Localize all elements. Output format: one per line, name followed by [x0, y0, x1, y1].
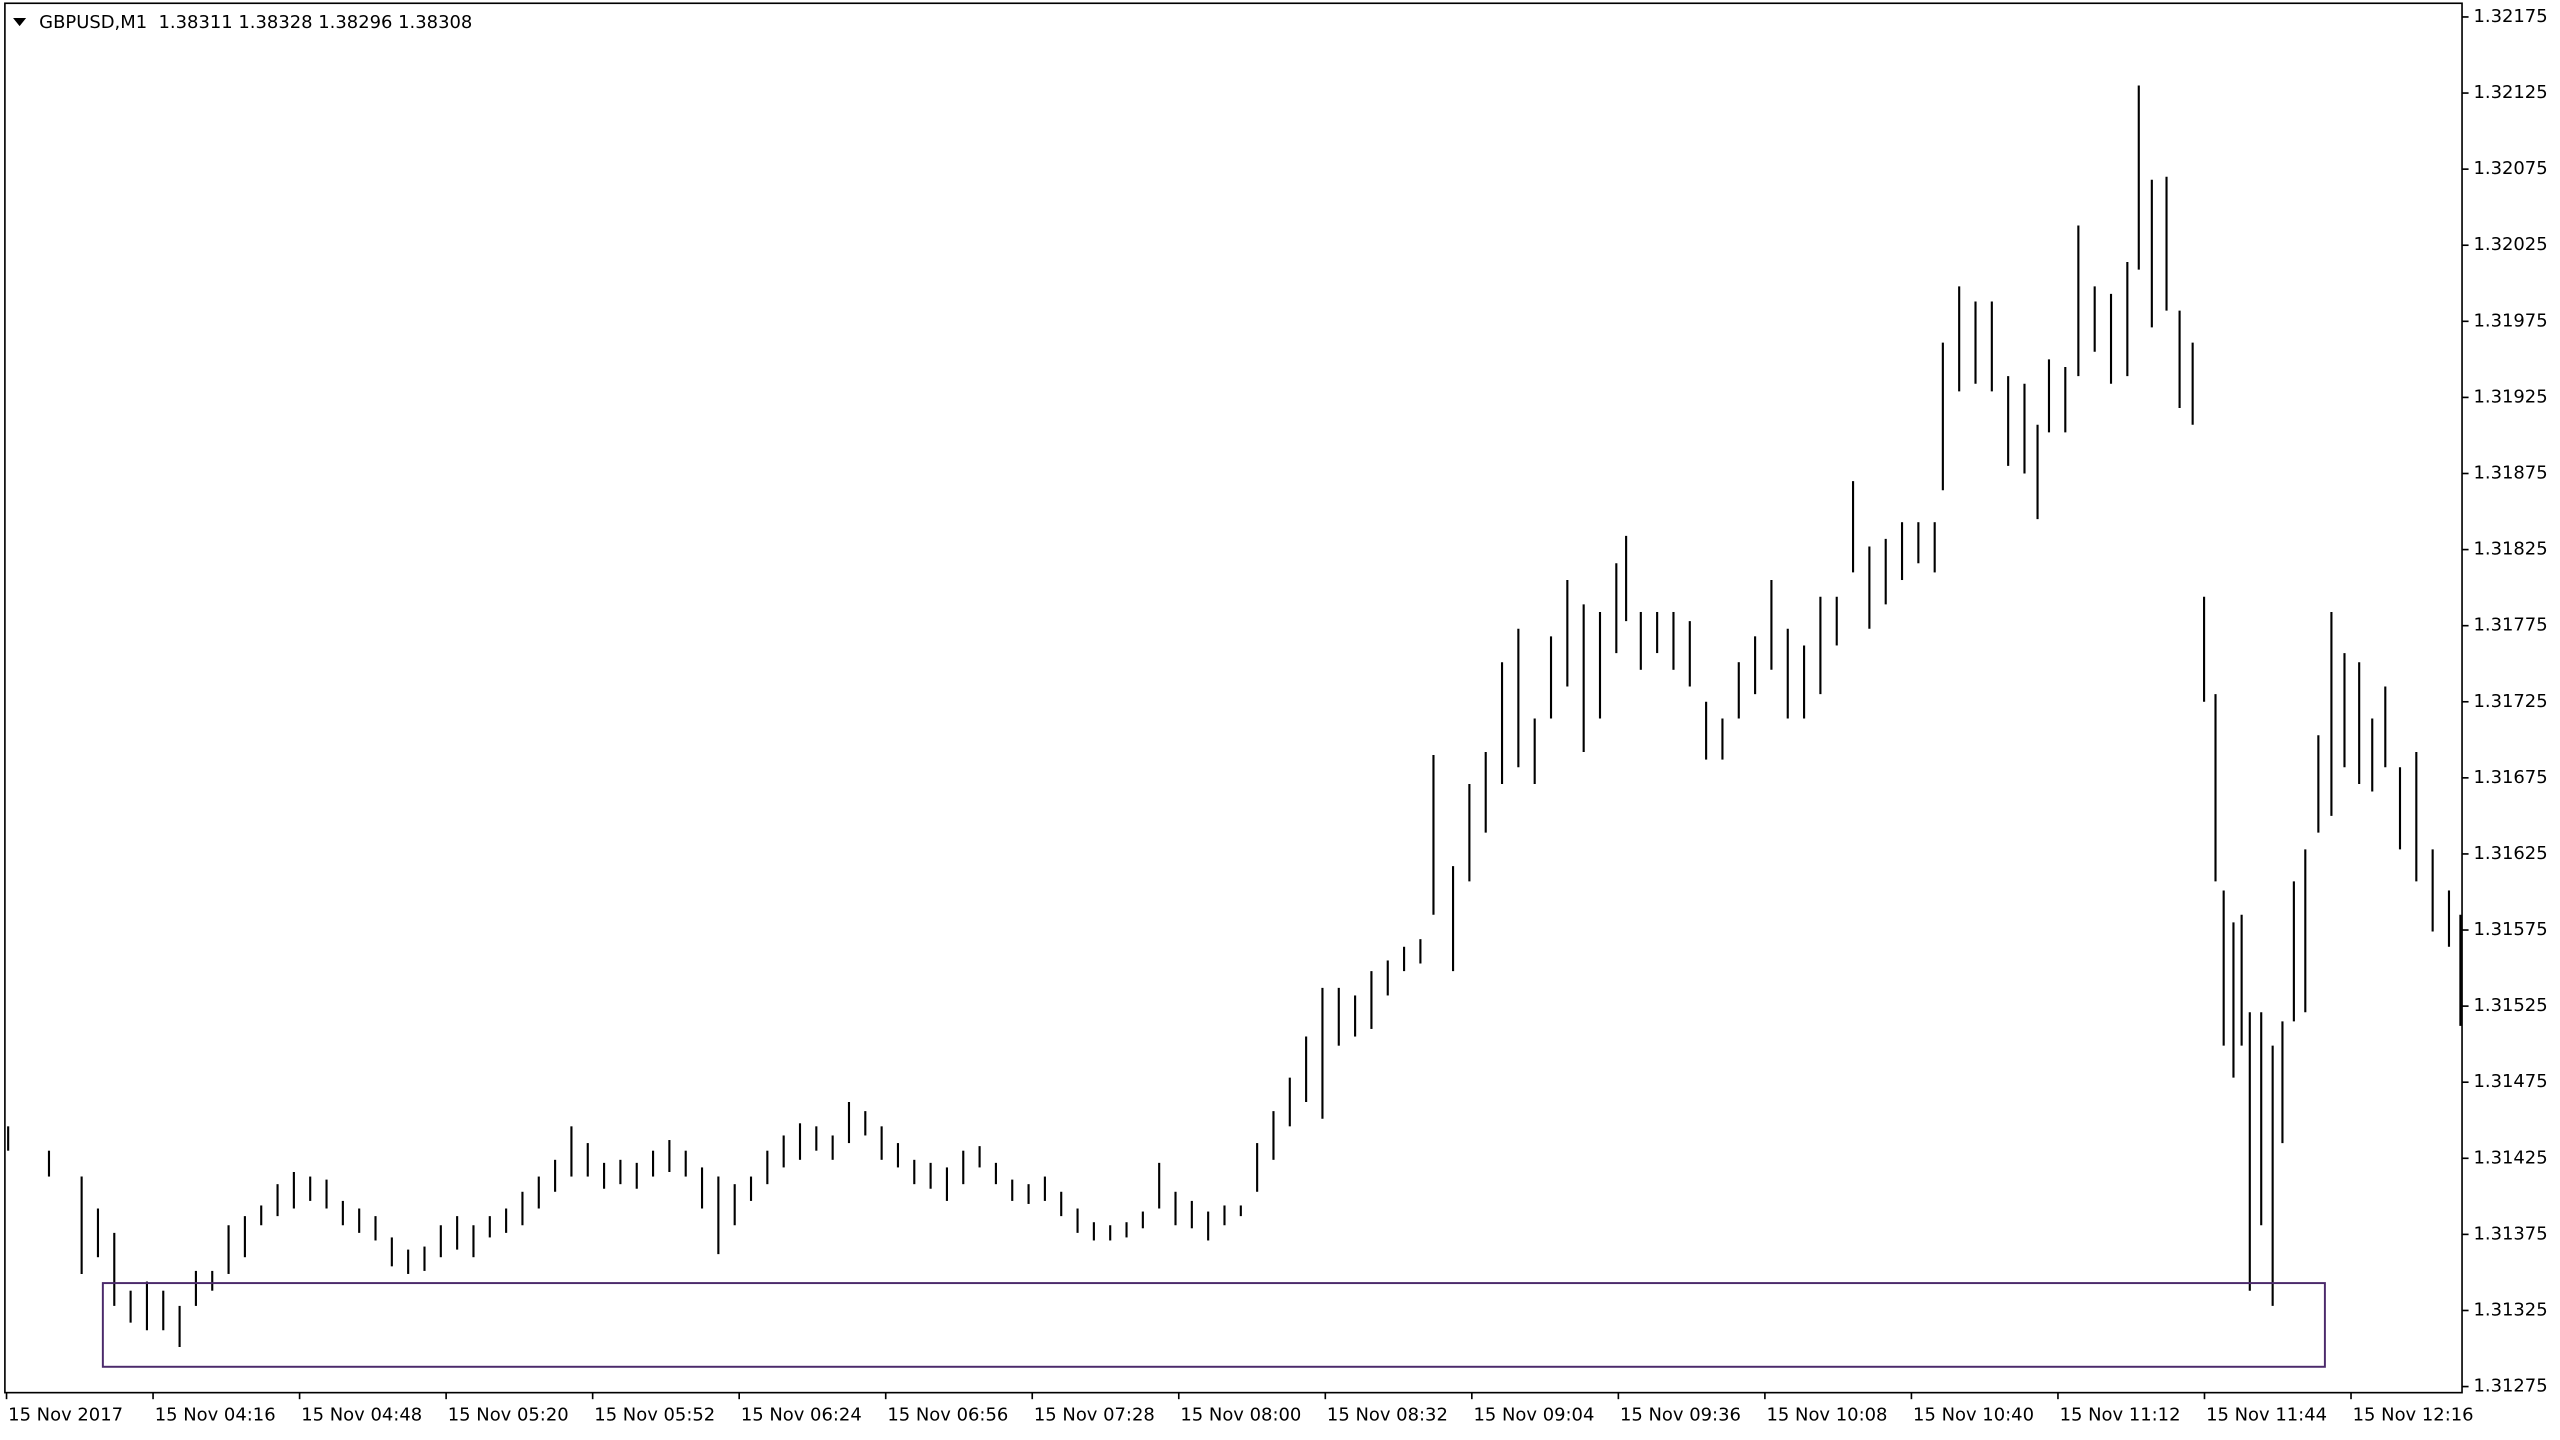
chart-title: GBPUSD,M1 1.38311 1.38328 1.38296 1.3830…	[39, 12, 472, 33]
y-tick-label: 1.32075	[2473, 158, 2547, 179]
y-tick-label: 1.31925	[2473, 386, 2547, 407]
y-tick-label: 1.31325	[2473, 1299, 2547, 1320]
x-tick-label: 15 Nov 04:16	[155, 1405, 276, 1426]
x-tick-label: 15 Nov 10:40	[1913, 1405, 2034, 1426]
y-tick-label: 1.31975	[2473, 310, 2547, 331]
y-tick-label: 1.31275	[2473, 1376, 2547, 1397]
x-tick-label: 15 Nov 07:28	[1034, 1405, 1155, 1426]
x-tick-label: 15 Nov 06:56	[887, 1405, 1008, 1426]
y-tick-label: 1.31825	[2473, 539, 2547, 560]
y-tick-label: 1.31725	[2473, 691, 2547, 712]
y-tick-label: 1.32025	[2473, 234, 2547, 255]
x-tick-label: 15 Nov 08:32	[1327, 1405, 1448, 1426]
y-tick-label: 1.31875	[2473, 462, 2547, 483]
x-tick-label: 15 Nov 11:12	[2060, 1405, 2181, 1426]
x-tick-label: 15 Nov 06:24	[741, 1405, 862, 1426]
chart-window: GBPUSD,M1 1.38311 1.38328 1.38296 1.3830…	[4, 2, 2548, 1426]
x-tick-label: 15 Nov 2017	[8, 1405, 123, 1426]
y-tick-label: 1.31375	[2473, 1223, 2547, 1244]
y-tick-label: 1.31525	[2473, 995, 2547, 1016]
plot-frame	[4, 2, 2463, 1394]
x-tick-label: 15 Nov 09:36	[1620, 1405, 1741, 1426]
x-tick-label: 15 Nov 04:48	[301, 1405, 422, 1426]
y-tick-label: 1.31775	[2473, 615, 2547, 636]
y-tick-label: 1.31625	[2473, 843, 2547, 864]
x-tick-label: 15 Nov 08:00	[1180, 1405, 1301, 1426]
x-tick-label: 15 Nov 12:16	[2353, 1405, 2474, 1426]
rectangle-object	[101, 1282, 2326, 1368]
x-tick-label: 15 Nov 05:52	[594, 1405, 715, 1426]
y-tick-label: 1.31475	[2473, 1071, 2547, 1092]
y-tick-label: 1.32175	[2473, 6, 2547, 27]
x-tick-label: 15 Nov 11:44	[2206, 1405, 2327, 1426]
y-tick-label: 1.31425	[2473, 1147, 2547, 1168]
x-tick-label: 15 Nov 05:20	[448, 1405, 569, 1426]
y-tick-label: 1.32125	[2473, 82, 2547, 103]
y-tick-label: 1.31575	[2473, 919, 2547, 940]
y-tick-label: 1.31675	[2473, 767, 2547, 788]
dropdown-arrow[interactable]	[13, 17, 27, 27]
x-tick-label: 15 Nov 09:04	[1473, 1405, 1594, 1426]
x-tick-label: 15 Nov 10:08	[1767, 1405, 1888, 1426]
